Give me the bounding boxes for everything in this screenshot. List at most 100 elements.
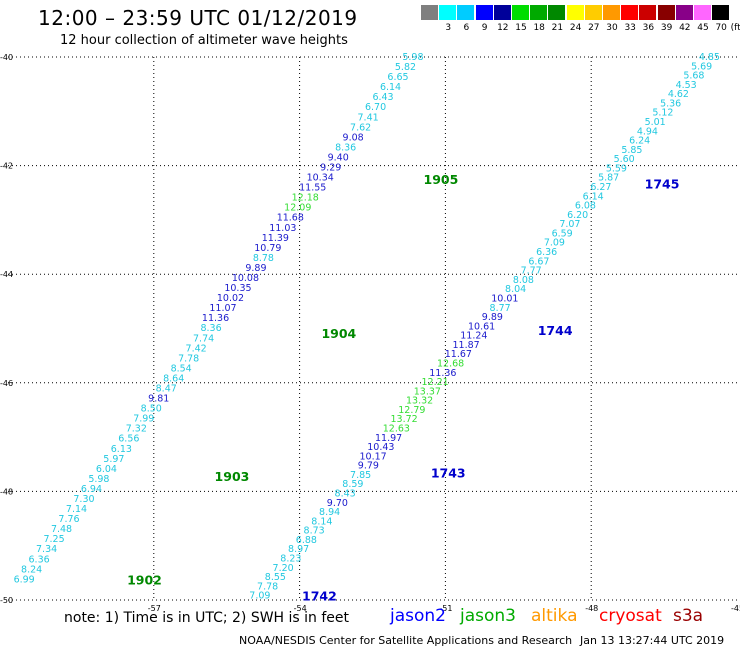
- x-tick-label: -54: [294, 604, 307, 613]
- wave-height-label: 5.97: [103, 454, 124, 465]
- wave-height-label: 11.55: [299, 183, 326, 194]
- time-labels: 1902 1903 1904 1905 1742 1743 1744 1745: [127, 172, 679, 603]
- wave-height-label: 10.43: [367, 442, 394, 453]
- colorbar-swatch: [457, 5, 475, 20]
- colorbar-label: 21: [551, 23, 564, 33]
- wave-height-label: 4.53: [676, 80, 697, 91]
- colorbar-label: 30: [606, 23, 618, 33]
- y-tick-label: -48: [0, 487, 13, 496]
- colorbar-label: 15: [515, 23, 527, 33]
- wave-height-label: 7.09: [544, 238, 565, 249]
- wave-height-label: 9.70: [327, 498, 348, 509]
- satellite-legend-item: s3a: [673, 606, 704, 626]
- wave-height-label: 6.67: [528, 256, 549, 267]
- wave-height-label: 6.59: [552, 228, 573, 239]
- wave-height-label: 6.36: [29, 554, 50, 565]
- time-label: 1903: [215, 469, 250, 484]
- colorbar-label: 42: [679, 23, 691, 33]
- wave-height-label: 8.24: [21, 564, 42, 575]
- wave-height-label: 5.85: [621, 145, 642, 156]
- satellite-legend-item: jason2: [390, 606, 446, 626]
- x-tick-label: -57: [148, 604, 161, 613]
- wave-height-label: 7.25: [43, 534, 64, 545]
- wave-height-label: 5.36: [660, 98, 681, 109]
- wave-height-label: 10.79: [254, 243, 281, 254]
- wave-height-label: 8.77: [490, 303, 511, 314]
- wave-height-label: 6.56: [118, 434, 139, 445]
- wave-height-label: 8.59: [342, 479, 363, 490]
- wave-height-label: 7.07: [559, 219, 580, 230]
- grid-lines: [8, 56, 737, 601]
- wave-height-label: 10.08: [232, 273, 259, 284]
- colorbar-swatch: [548, 5, 566, 20]
- satellite-legend-item: jason3: [460, 606, 516, 626]
- wave-height-label: 4.94: [637, 126, 658, 137]
- wave-height-label: 7.77: [521, 266, 542, 277]
- colorbar-label: 9: [481, 23, 488, 33]
- wave-height-label: 11.07: [209, 303, 236, 314]
- wave-height-label: 7.32: [126, 424, 147, 435]
- colorbar-label: 12: [497, 23, 509, 33]
- y-tick-label: -44: [0, 270, 13, 279]
- colorbar-swatch: [639, 5, 657, 20]
- wave-height-label: 8.47: [156, 384, 177, 395]
- wave-height-label: 4.85: [699, 52, 720, 63]
- wave-height-label: 6.13: [111, 444, 132, 455]
- wave-height-label: 11.03: [269, 223, 296, 234]
- colorbar-swatch: [475, 5, 493, 20]
- wave-height-label: 7.85: [350, 470, 371, 481]
- wave-height-label: 11.24: [460, 331, 487, 342]
- colorbar-label: 27: [588, 23, 600, 33]
- colorbar-swatch: [566, 5, 584, 20]
- wave-height-label: 7.99: [133, 414, 154, 425]
- colorbar-label: 45: [697, 23, 709, 33]
- colorbar-swatch: [603, 5, 620, 20]
- wave-height-label: 6.99: [14, 574, 35, 585]
- colorbar-unit: (ft): [730, 23, 740, 33]
- wave-height-label: 6.14: [380, 82, 401, 93]
- x-tick-label: -51: [439, 604, 452, 613]
- wave-height-label: 12.68: [437, 358, 464, 369]
- wave-height-label: 12.79: [398, 405, 425, 416]
- colorbar-label: 18: [533, 23, 545, 33]
- wave-height-label: 9.29: [320, 163, 341, 174]
- wave-height-label: 12.63: [383, 423, 410, 434]
- wave-height-label: 8.73: [304, 526, 325, 537]
- wave-height-label: 5.60: [614, 154, 635, 165]
- wave-height-label: 8.04: [505, 284, 526, 295]
- time-label: 1904: [321, 326, 356, 341]
- credit-text: NOAA/NESDIS Center for Satellite Applica…: [239, 634, 573, 647]
- time-label: 1745: [645, 177, 680, 192]
- wave-height-labels: 6.998.246.367.347.257.487.767.147.306.94…: [14, 52, 720, 602]
- wave-height-label: 10.17: [359, 451, 386, 462]
- y-tick-label: -46: [0, 379, 13, 388]
- time-label: 1902: [127, 572, 162, 587]
- x-tick-label: -45: [731, 604, 740, 613]
- wave-height-label: 7.09: [249, 591, 270, 602]
- wave-height-label: 7.74: [193, 333, 214, 344]
- y-tick-label: -42: [0, 162, 13, 171]
- time-label: 1742: [302, 589, 337, 604]
- footer-note: note: 1) Time is in UTC; 2) SWH is in fe…: [64, 610, 350, 626]
- wave-height-label: 5.98: [88, 474, 109, 485]
- colorbar-swatch: [657, 5, 675, 20]
- wave-height-label: 7.78: [178, 353, 199, 364]
- wave-height-label: 9.89: [482, 312, 503, 323]
- timestamp-text: Jan 13 13:27:44 UTC 2019: [580, 634, 725, 647]
- wave-height-label: 6.94: [81, 484, 102, 495]
- colorbar-swatch: [675, 5, 693, 20]
- wave-height-label: 10.01: [491, 293, 518, 304]
- wave-height-label: 8.54: [171, 363, 192, 374]
- y-tick-label: -50: [0, 596, 13, 605]
- wave-height-label: 8.08: [513, 275, 534, 286]
- wave-height-label: 7.34: [36, 544, 57, 555]
- wave-height-label: 11.36: [202, 313, 229, 324]
- wave-height-label: 7.76: [58, 514, 79, 525]
- x-tick-label: -48: [585, 604, 598, 613]
- satellite-legend-item: cryosat: [599, 606, 662, 626]
- wave-height-label: 13.37: [414, 386, 441, 397]
- wave-height-label: 9.08: [343, 132, 364, 143]
- wave-height-label: 5.68: [683, 71, 704, 82]
- wave-height-label: 6.20: [567, 210, 588, 221]
- wave-height-label: 7.14: [66, 504, 87, 515]
